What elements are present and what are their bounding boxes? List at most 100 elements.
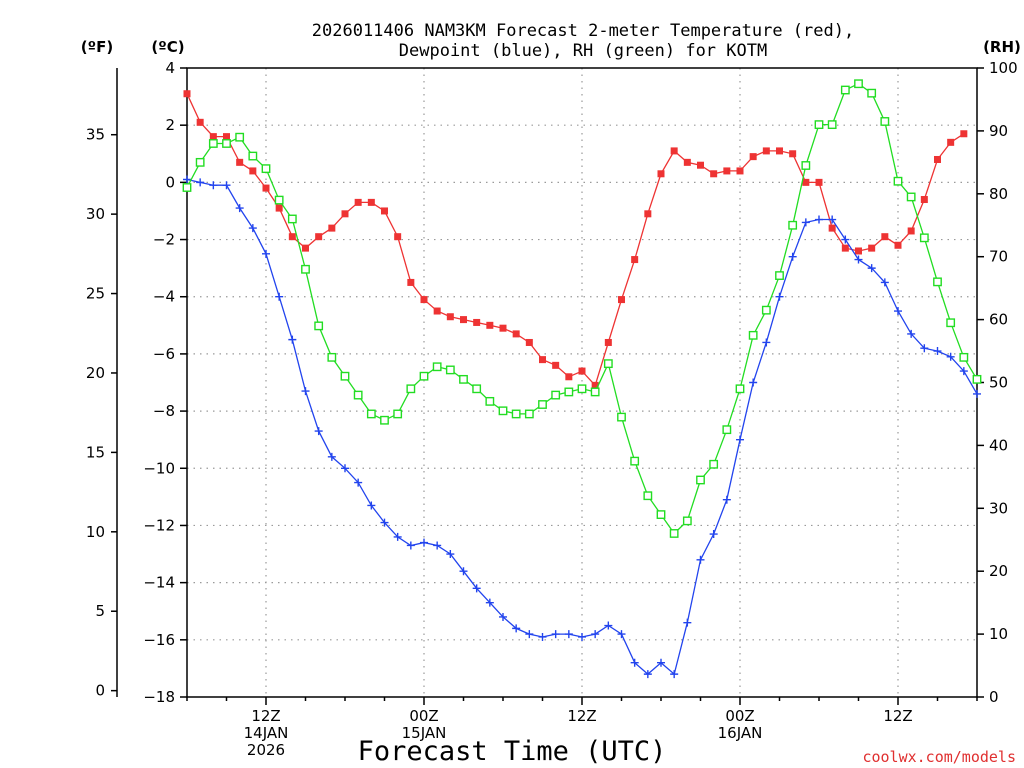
data-point (485, 396, 495, 406)
fahrenheit-tick-label: 35 (86, 126, 105, 144)
fahrenheit-tick-label: 5 (95, 602, 105, 620)
data-point (893, 176, 903, 186)
celsius-tick-label: −4 (153, 288, 175, 306)
data-point (446, 550, 455, 559)
data-point (657, 658, 665, 667)
data-point (828, 224, 836, 232)
data-point (617, 630, 626, 639)
fahrenheit-tick-label: 20 (86, 364, 105, 382)
celsius-tick-label: −8 (153, 402, 175, 420)
data-point (827, 120, 837, 130)
data-point (341, 464, 349, 473)
data-point (327, 452, 336, 461)
data-point (262, 184, 270, 192)
data-point (920, 344, 929, 353)
data-point (222, 181, 231, 190)
data-point (433, 541, 442, 550)
data-point (789, 150, 797, 158)
data-point (183, 90, 191, 98)
data-point (196, 178, 205, 187)
celsius-tick-label: −6 (153, 345, 175, 363)
data-point (407, 278, 415, 286)
data-point (656, 510, 666, 519)
data-point (499, 612, 507, 621)
data-point (578, 367, 586, 375)
data-point (682, 516, 692, 526)
data-point (393, 409, 403, 419)
rh-tick-label: 40 (989, 436, 1008, 454)
data-point (223, 133, 230, 141)
data-point (749, 153, 757, 161)
rh-unit-label: (RH) (983, 38, 1021, 56)
data-point (420, 538, 428, 547)
data-point (432, 362, 442, 372)
data-point (565, 373, 573, 381)
data-point (367, 501, 376, 510)
data-point (183, 175, 191, 184)
data-point (670, 147, 678, 155)
time-tick-label: 12Z (567, 707, 596, 725)
data-point (354, 198, 362, 206)
data-point (538, 632, 547, 641)
grid-lines (187, 68, 977, 697)
data-point (657, 170, 665, 178)
data-point (761, 305, 771, 315)
time-tick-label: 2026 (247, 741, 285, 759)
fahrenheit-tick-label: 0 (95, 682, 105, 700)
data-point (947, 138, 955, 146)
data-point (867, 264, 876, 273)
data-point (288, 335, 297, 344)
data-point (235, 204, 244, 213)
data-point (972, 374, 982, 384)
rh-tick-label: 90 (989, 122, 1008, 140)
data-point (446, 313, 454, 321)
data-point (669, 529, 679, 538)
data-point (683, 158, 691, 166)
celsius-tick-label: −12 (143, 516, 175, 534)
data-point (208, 139, 218, 148)
data-point (814, 120, 824, 130)
time-tick-label: 12Z (883, 707, 912, 725)
series-temperature (183, 90, 968, 389)
celsius-tick-label: −2 (153, 231, 175, 249)
title-line-2: Dewpoint (blue), RH (green) for KOTM (399, 41, 767, 61)
data-point (710, 170, 718, 178)
data-point (933, 277, 942, 287)
data-point (419, 371, 429, 381)
data-point (802, 178, 810, 186)
data-point (736, 435, 744, 444)
time-tick-label: 00Z (409, 707, 438, 725)
fahrenheit-tick-label: 30 (86, 205, 105, 223)
data-point (287, 214, 297, 224)
data-point (236, 158, 244, 166)
time-tick-label: 15JAN (402, 724, 447, 742)
data-point (748, 330, 758, 340)
data-point (959, 367, 968, 376)
data-point (314, 427, 323, 436)
rh-tick-label: 100 (989, 59, 1018, 77)
celsius-tick-label: 0 (165, 173, 175, 191)
data-point (367, 198, 375, 206)
rh-tick-label: 50 (989, 374, 1008, 392)
celsius-tick-label: −14 (143, 574, 175, 592)
data-point (552, 361, 560, 369)
data-point (341, 210, 349, 218)
data-point (459, 374, 468, 384)
data-point (445, 365, 455, 375)
credit-text: coolwx.com/models (862, 748, 1016, 766)
data-point (538, 400, 547, 409)
data-point (551, 630, 560, 639)
data-point (327, 352, 337, 362)
data-point (578, 632, 586, 641)
data-point (960, 130, 968, 138)
data-point (498, 406, 508, 416)
fahrenheit-tick-label: 10 (86, 523, 105, 541)
data-point (867, 88, 877, 98)
data-point (630, 456, 640, 466)
data-point (499, 324, 507, 332)
rh-tick-label: 70 (989, 248, 1008, 266)
data-point (933, 347, 942, 356)
data-point (618, 296, 625, 304)
data-point (591, 630, 600, 639)
